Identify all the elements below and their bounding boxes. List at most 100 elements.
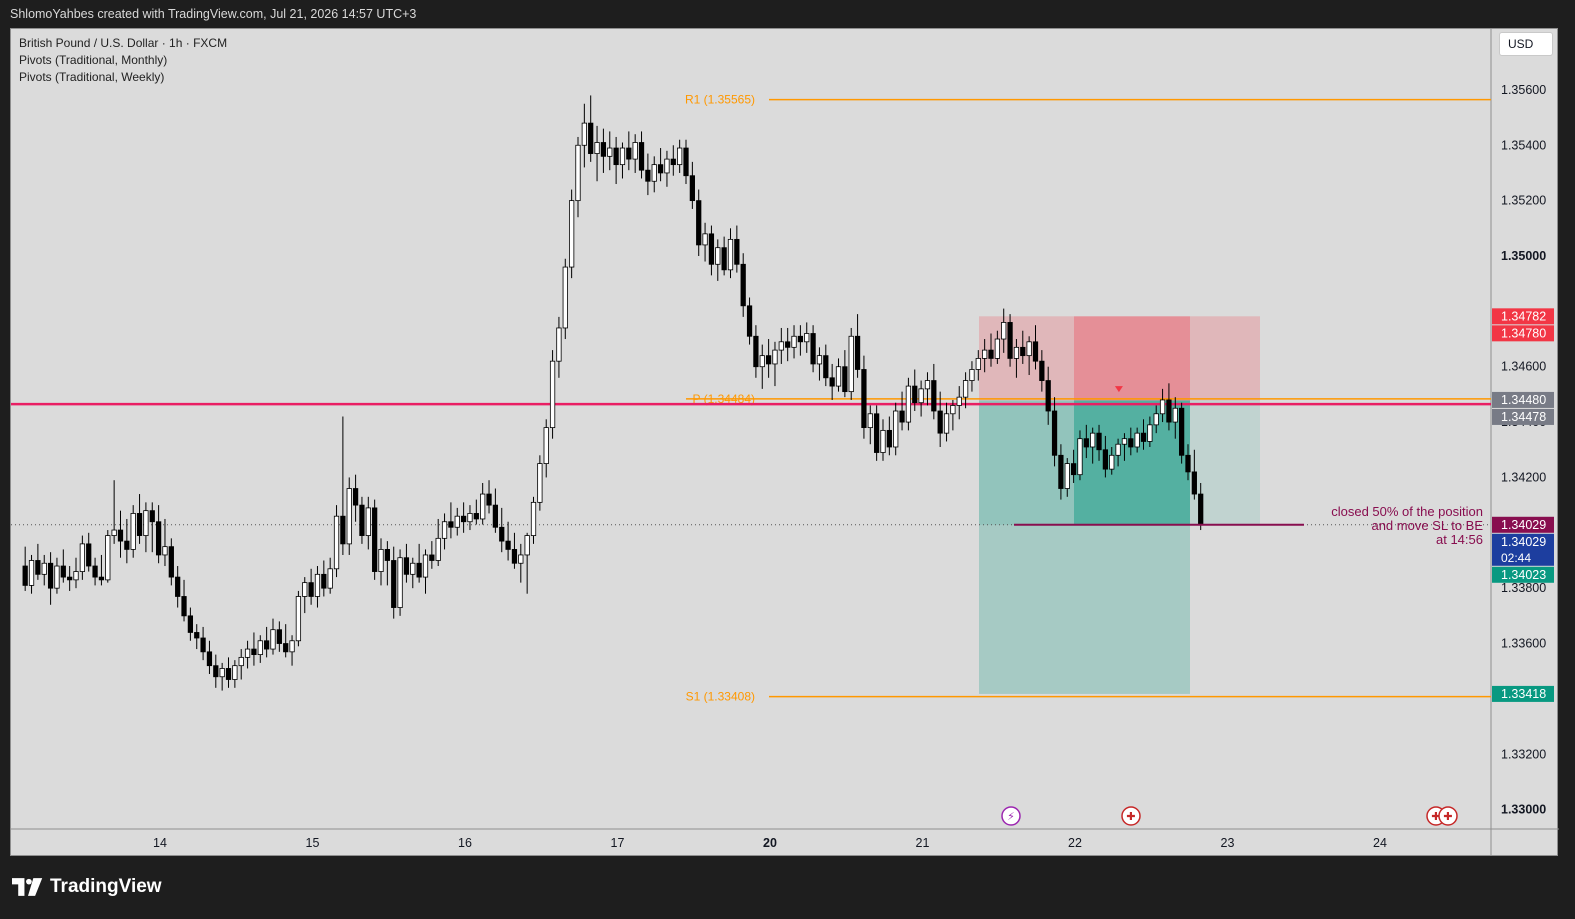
candle-up (619, 147, 626, 166)
candle-down (403, 557, 410, 575)
candle-up (1064, 463, 1070, 489)
candle-down (886, 429, 892, 448)
price-tick: 1.34600 (1501, 360, 1546, 374)
candle-up (454, 515, 460, 528)
event-lightning-icon[interactable] (1001, 806, 1021, 826)
time-tick: 17 (611, 836, 625, 850)
candle-up (410, 562, 416, 575)
price-label-countdown: 02:44 (1501, 551, 1531, 565)
candle-up (905, 385, 912, 423)
candle-down (657, 164, 664, 174)
price-label: 1.33418 (1501, 687, 1546, 701)
price-label: 1.34023 (1501, 568, 1546, 582)
candle-down (200, 637, 206, 653)
price-tick: 1.33600 (1501, 637, 1546, 651)
candle-up (435, 537, 441, 561)
event-uk-flag-icon-glyph: ✚ (1126, 811, 1135, 823)
candle-up (607, 147, 613, 157)
candle-up (537, 463, 543, 503)
candle-down (823, 355, 829, 379)
candle-up (975, 358, 981, 370)
candle-up (816, 355, 823, 365)
candle-down (797, 335, 804, 343)
candle-up (969, 369, 975, 381)
candle-down (505, 540, 511, 550)
candle-down (696, 200, 702, 246)
candle-down (1007, 322, 1013, 359)
symbol-title[interactable]: British Pound / U.S. Dollar · 1h · FXCM (19, 36, 228, 50)
candle-up (365, 507, 371, 536)
candle-down (283, 643, 289, 653)
candle-down (1166, 399, 1172, 423)
candle-down (225, 668, 232, 680)
candle-down (149, 510, 155, 523)
event-uk-flag-icon[interactable] (1121, 806, 1141, 826)
candle-down (600, 142, 607, 157)
price-label: 1.34029 (1501, 535, 1546, 549)
indicator-monthly-pivots[interactable]: Pivots (Traditional, Monthly) (19, 53, 168, 67)
candle-up (79, 543, 85, 572)
candle-up (848, 335, 854, 393)
candle-up (530, 501, 537, 536)
candle-up (422, 554, 429, 578)
time-tick: 21 (916, 836, 930, 850)
candle-down (86, 543, 92, 567)
candle-down (912, 385, 918, 404)
candle-down (988, 349, 994, 359)
candle-down (124, 540, 130, 550)
time-tick: 14 (153, 836, 167, 850)
annotation-line-2: and move SL to BE (1371, 518, 1483, 533)
candle-down (588, 122, 594, 154)
time-tick: 15 (306, 836, 320, 850)
time-tick: 16 (458, 836, 472, 850)
candle-down (899, 410, 905, 423)
candle-up (651, 164, 657, 182)
candle-up (219, 668, 225, 678)
candle-up (804, 333, 810, 343)
chart-frame[interactable]: R1 (1.35565) P (1.34484) S1 (1.33408) close… (10, 28, 1559, 857)
pivot-p-label: P (1.34484) (693, 392, 756, 406)
candle-up (105, 535, 111, 581)
currency-button[interactable]: USD (1499, 32, 1553, 56)
candle-up (702, 233, 708, 246)
candle-up (346, 488, 352, 545)
candle-up (715, 247, 721, 265)
time-tick: 24 (1373, 836, 1387, 850)
price-label-bg (1492, 516, 1554, 533)
event-uk-flag-icon-glyph: ✚ (1443, 811, 1452, 823)
candle-up (238, 656, 244, 667)
candle-down (448, 521, 454, 528)
candle-down (499, 526, 505, 542)
candle-up (950, 405, 956, 415)
candle-up (982, 349, 988, 359)
candle-down (874, 413, 880, 453)
candle-down (391, 560, 397, 608)
candle-down (1140, 432, 1147, 442)
tradingview-logo: TradingView (12, 876, 162, 898)
candle-up (1159, 399, 1166, 415)
candle-down (206, 651, 213, 667)
candle-down (511, 549, 518, 564)
candle-down (67, 576, 73, 581)
chart-credit: ShlomoYahbes created with TradingView.co… (0, 0, 1575, 28)
candle-up (943, 413, 950, 434)
candle-up (664, 158, 670, 174)
event-uk-flag-icon[interactable] (1438, 806, 1458, 826)
candle-down (1191, 471, 1197, 495)
price-tick: 1.35000 (1501, 249, 1546, 263)
candle-up (1153, 413, 1159, 426)
price-label-bg (1492, 325, 1554, 342)
price-label: 1.34478 (1501, 410, 1546, 424)
price-tick: 1.33000 (1501, 803, 1546, 817)
candle-up (956, 396, 962, 406)
candle-up (480, 493, 486, 520)
candle-down (22, 565, 28, 586)
candle-up (924, 380, 931, 390)
footer-bar (0, 856, 1575, 919)
candle-down (626, 147, 632, 160)
candle-down (308, 582, 314, 597)
price-chart[interactable]: R1 (1.35565) P (1.34484) S1 (1.33408) close… (11, 29, 1559, 857)
candle-down (810, 333, 816, 365)
candle-down (47, 562, 54, 589)
indicator-weekly-pivots[interactable]: Pivots (Traditional, Weekly) (19, 70, 165, 84)
